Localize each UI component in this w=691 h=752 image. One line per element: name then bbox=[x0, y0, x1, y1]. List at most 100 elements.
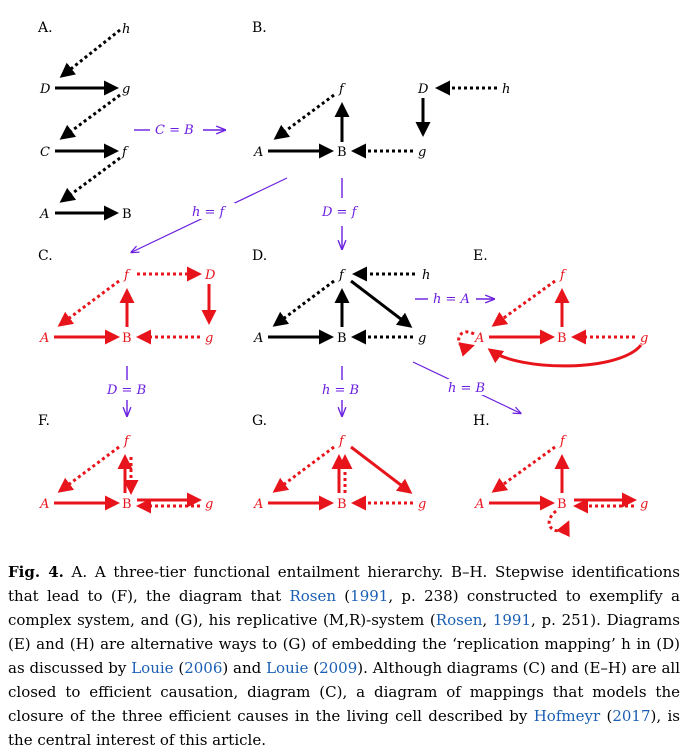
node-f: f bbox=[338, 82, 346, 97]
caption-text: ), is the central interest of this artic… bbox=[8, 707, 680, 749]
panel-label-h: H. bbox=[473, 413, 490, 429]
node-f: f bbox=[559, 268, 567, 283]
node-f: f bbox=[338, 268, 346, 283]
node-g: g bbox=[640, 331, 648, 346]
panel-d: f h A B g bbox=[253, 266, 430, 346]
node-b: B bbox=[337, 331, 347, 346]
citation-link[interactable]: 2017 bbox=[612, 707, 651, 725]
panel-label-c: C. bbox=[38, 248, 53, 264]
node-b: B bbox=[122, 207, 132, 222]
arrow-f-to-a bbox=[59, 156, 121, 203]
panel-label-a: A. bbox=[37, 20, 53, 36]
node-h: h bbox=[422, 268, 430, 283]
node-g: g bbox=[205, 331, 213, 346]
figure-4-diagrams: A. B. C. D. E. F. G. H. h D g C f A B f … bbox=[37, 20, 648, 538]
caption-text: ( bbox=[308, 659, 320, 677]
node-b: B bbox=[122, 497, 132, 512]
caption-text: ( bbox=[336, 587, 351, 605]
node-f: f bbox=[338, 434, 346, 449]
arrow-f-to-a bbox=[491, 279, 556, 327]
node-b: B bbox=[337, 145, 347, 160]
node-f: f bbox=[121, 145, 129, 160]
identification-transitions: C = B h = f D = f D = B h = A h = B h = … bbox=[106, 123, 520, 415]
node-d: D bbox=[39, 82, 51, 97]
rule-h-eq-f: h = f bbox=[192, 205, 227, 220]
node-a: A bbox=[474, 497, 484, 512]
panel-label-g: G. bbox=[252, 413, 267, 429]
panel-label-f: F. bbox=[38, 413, 50, 429]
figure-label: Fig. 4. bbox=[8, 563, 64, 581]
figure-caption: Fig. 4. A. A three-tier functional entai… bbox=[8, 560, 680, 752]
node-d: D bbox=[204, 268, 216, 283]
panel-a: h D g C f A B bbox=[39, 22, 132, 222]
rule-d-eq-b: D = B bbox=[106, 383, 146, 398]
citation-link[interactable]: 1991 bbox=[350, 587, 389, 605]
rule-h-eq-f-bg bbox=[187, 203, 235, 219]
citation-link[interactable]: Rosen bbox=[435, 611, 483, 629]
rule-d-eq-f: D = f bbox=[321, 205, 359, 220]
node-b: B bbox=[557, 497, 567, 512]
panel-label-b: B. bbox=[252, 20, 267, 36]
node-g: g bbox=[122, 82, 130, 97]
node-g: g bbox=[418, 145, 426, 160]
node-a: A bbox=[474, 331, 484, 346]
caption-text: ) and bbox=[222, 659, 267, 677]
rule-c-eq-b: C = B bbox=[155, 123, 194, 138]
rule-h-eq-a: h = A bbox=[433, 292, 470, 307]
panel-label-d: D. bbox=[252, 248, 267, 264]
citation-link[interactable]: Louie bbox=[266, 659, 309, 677]
arrow-b-self-loop bbox=[547, 509, 570, 538]
caption-text: ( bbox=[173, 659, 185, 677]
node-a: A bbox=[253, 331, 263, 346]
node-f: f bbox=[123, 268, 131, 283]
node-a: A bbox=[39, 331, 49, 346]
caption-text: A. A three-tier functional entailment hi… bbox=[8, 563, 680, 605]
arrow-f-to-a bbox=[57, 279, 120, 327]
node-a: A bbox=[253, 145, 263, 160]
panel-h: f A B g bbox=[474, 434, 648, 538]
arrow-f-to-g bbox=[350, 279, 413, 328]
citation-link[interactable]: 1991 bbox=[492, 611, 532, 629]
node-g: g bbox=[205, 497, 213, 512]
node-a: A bbox=[39, 207, 49, 222]
panel-b: f D h A B g bbox=[253, 80, 510, 160]
citation-link[interactable]: 2009 bbox=[319, 659, 358, 677]
panel-f: f A B g bbox=[39, 434, 213, 514]
node-a: A bbox=[39, 497, 49, 512]
arrow-f-to-a bbox=[273, 93, 335, 140]
citation-link[interactable]: Hofmeyr bbox=[533, 707, 601, 725]
arrow-h-to-d bbox=[59, 28, 121, 78]
node-h: h bbox=[122, 22, 130, 37]
node-f: f bbox=[559, 434, 567, 449]
arrow-g-to-a-curved bbox=[487, 343, 643, 368]
caption-text: ( bbox=[600, 707, 613, 725]
arrow-f-to-a bbox=[272, 445, 335, 493]
panel-label-e: E. bbox=[473, 248, 488, 264]
node-b: B bbox=[557, 331, 567, 346]
rule-h-eq-b-g: h = B bbox=[322, 383, 359, 398]
node-b: B bbox=[122, 331, 132, 346]
citation-link[interactable]: Rosen bbox=[289, 587, 336, 605]
arrow-f-to-g bbox=[350, 445, 413, 494]
citation-link[interactable]: 2006 bbox=[184, 659, 223, 677]
panel-labels: A. B. C. D. E. F. G. H. bbox=[37, 20, 490, 429]
caption-text: , bbox=[482, 611, 493, 629]
panel-e: f A B g bbox=[457, 268, 648, 368]
arrow-g-to-c bbox=[59, 93, 121, 140]
rule-h-eq-b-h-bg bbox=[443, 379, 493, 395]
node-c: C bbox=[40, 145, 50, 160]
node-a: A bbox=[253, 497, 263, 512]
rule-h-eq-b-h: h = B bbox=[448, 381, 485, 396]
node-g: g bbox=[418, 331, 426, 346]
arrow-f-to-a bbox=[57, 445, 120, 493]
node-f: f bbox=[123, 434, 131, 449]
panel-c: f D A B g bbox=[39, 266, 217, 346]
arrow-f-to-a bbox=[491, 445, 556, 493]
node-d: D bbox=[417, 82, 429, 97]
node-g: g bbox=[418, 497, 426, 512]
node-b: B bbox=[337, 497, 347, 512]
node-h: h bbox=[502, 82, 510, 97]
caption-text: , p. 238) constructed to exemplify a com… bbox=[8, 587, 680, 629]
citation-link[interactable]: Louie bbox=[131, 659, 174, 677]
caption-text: ). Although diagrams (C) and (E–H) are a… bbox=[8, 659, 680, 725]
